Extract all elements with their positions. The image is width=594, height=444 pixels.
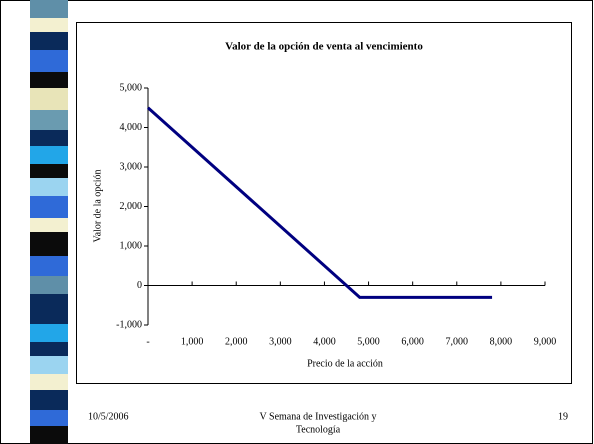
y-tick-label: -1,000: [116, 319, 142, 330]
x-tick-label: 4,000: [313, 336, 336, 347]
x-tick-label: 6,000: [401, 336, 424, 347]
footer-date: 10/5/2006: [88, 411, 129, 422]
x-tick-label: 8,000: [490, 336, 513, 347]
x-tick-label: -: [146, 336, 149, 347]
x-axis-label: Precio de la acción: [307, 358, 383, 369]
y-tick-label: 1,000: [120, 240, 143, 251]
chart-frame: [77, 23, 572, 384]
y-tick-label: 4,000: [120, 122, 143, 133]
y-tick-label: 3,000: [120, 161, 143, 172]
x-tick-label: 2,000: [225, 336, 248, 347]
y-tick-label: 2,000: [120, 201, 143, 212]
x-tick-label: 7,000: [446, 336, 469, 347]
page: {"chart_data": {"type": "line", "title":…: [0, 0, 594, 444]
x-tick-label: 3,000: [269, 336, 292, 347]
x-tick-label: 1,000: [181, 336, 204, 347]
footer-title: V Semana de Investigación y: [259, 411, 376, 422]
y-axis-label: Valor de la opción: [92, 169, 103, 242]
chart-title: Valor de la opción de venta al vencimien…: [225, 41, 423, 53]
footer-page: 19: [558, 411, 568, 422]
x-tick-label: 5,000: [357, 336, 380, 347]
x-tick-label: 9,000: [534, 336, 557, 347]
footer-title: Tecnología: [296, 424, 341, 435]
y-tick-label: 5,000: [120, 82, 143, 93]
slide: Valor de la opción de venta al vencimien…: [0, 0, 594, 444]
y-tick-label: 0: [137, 280, 142, 291]
decor-stripe: [30, 0, 68, 444]
